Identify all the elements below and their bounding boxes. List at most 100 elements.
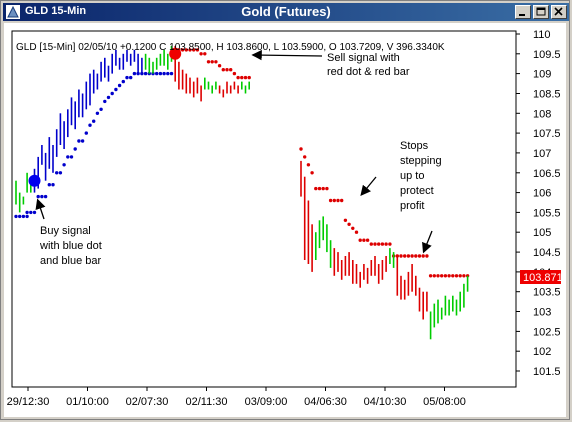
stop-dot — [221, 68, 225, 72]
stop-dot — [399, 254, 403, 258]
stop-dot — [29, 210, 33, 215]
x-tick-label: 01/10:00 — [66, 396, 109, 408]
plot-border — [11, 30, 517, 388]
annotation-arrow — [251, 49, 323, 61]
annotation-text: and blue bar — [40, 255, 101, 267]
stop-dot — [132, 71, 137, 76]
annotation-text: up to — [400, 170, 424, 182]
stop-dot — [428, 274, 433, 278]
stop-dot — [51, 183, 55, 187]
stop-dot — [21, 214, 26, 219]
stop-dot — [129, 75, 133, 80]
stop-dot — [384, 242, 388, 246]
stop-dot — [210, 60, 214, 64]
annotation-text: Stops — [400, 140, 429, 152]
annotation-text: Buy signal — [40, 225, 91, 237]
stop-dot — [40, 194, 44, 199]
stop-dot — [14, 214, 18, 219]
stop-dot — [314, 186, 318, 191]
stop-dot — [195, 48, 200, 52]
stop-dot — [69, 155, 74, 159]
stop-dot — [406, 254, 411, 258]
annotation-text: stepping — [400, 155, 442, 167]
y-tick-label: 102.5 — [533, 326, 561, 338]
stop-dot — [84, 131, 89, 135]
stop-dot — [92, 119, 96, 123]
stop-dot — [158, 71, 163, 76]
stop-dot — [414, 254, 418, 258]
stop-dot — [321, 186, 325, 191]
stop-dot — [106, 95, 111, 100]
x-tick-label: 02/11:30 — [185, 396, 227, 408]
stop-dot — [232, 71, 237, 76]
stop-dot — [451, 274, 455, 278]
stop-dot — [465, 274, 470, 278]
stop-dot — [369, 242, 373, 246]
y-tick-label: 106 — [533, 188, 551, 200]
stop-dot — [462, 274, 466, 278]
stop-dot — [447, 274, 451, 278]
x-tick-label: 02/07:30 — [126, 396, 169, 408]
stop-dot — [373, 242, 377, 246]
y-tick-label: 108 — [533, 108, 551, 120]
stop-dot — [88, 123, 92, 127]
stop-dot — [36, 194, 40, 199]
stop-dot — [143, 71, 148, 76]
y-axis: 110 109.5 109 108.5 108 107.5 107 106.5 106 105.5… — [516, 29, 563, 378]
stop-dot — [162, 71, 166, 76]
stop-dot — [192, 48, 196, 52]
stop-dot — [225, 68, 229, 72]
chart-area: Buy signal with blue dot and blue bar Sell … — [4, 23, 566, 417]
y-tick-label: 103 — [533, 307, 551, 319]
stop-dot — [421, 254, 425, 258]
window-symbol-title: GLD 15-Min — [25, 5, 87, 17]
stop-dot — [58, 171, 63, 175]
stop-dot — [432, 274, 436, 278]
stop-dot — [351, 226, 355, 230]
stop-dot — [317, 186, 322, 191]
stop-dot — [325, 186, 329, 191]
title-bar[interactable]: GLD 15-Min Gold (Futures) — [3, 3, 569, 21]
stop-dot — [169, 71, 174, 76]
app-triangle-icon — [6, 5, 20, 19]
minimize-icon — [519, 14, 525, 16]
stop-dot — [188, 48, 192, 52]
stop-dot — [340, 198, 344, 203]
stop-dot — [243, 75, 248, 80]
stop-dot — [388, 242, 392, 246]
stop-dot — [332, 198, 336, 203]
y-tick-label: 110 — [533, 29, 551, 41]
stop-dot — [117, 83, 122, 88]
stop-dot — [240, 75, 244, 80]
y-tick-label: 104.5 — [533, 247, 561, 259]
stop-dot — [299, 147, 303, 151]
stop-dot — [114, 87, 118, 92]
stop-dot — [184, 48, 188, 52]
y-tick-label: 105.5 — [533, 207, 561, 219]
stop-dot — [25, 210, 29, 215]
stop-dot — [380, 242, 385, 246]
stop-dot — [206, 60, 211, 64]
stop-dot — [110, 91, 114, 96]
close-icon — [554, 7, 563, 16]
stop-dot — [454, 274, 459, 278]
annotation-arrow — [35, 198, 46, 220]
y-tick-label: 102 — [533, 346, 551, 358]
minimize-button[interactable] — [515, 5, 531, 19]
stop-dot — [62, 163, 66, 167]
stop-dot — [229, 68, 233, 72]
annotations-layer: Buy signal with blue dot and blue bar Sell … — [35, 49, 442, 267]
stop-dot — [199, 52, 203, 56]
stop-dot — [343, 218, 348, 222]
maximize-button[interactable] — [533, 5, 549, 19]
y-tick-label: 101.5 — [533, 366, 561, 378]
stop-dot — [203, 52, 207, 56]
stop-dot — [358, 238, 362, 242]
stop-dot — [25, 214, 29, 219]
stop-dot — [247, 75, 251, 80]
close-button[interactable] — [551, 5, 567, 19]
stop-dot — [417, 254, 422, 258]
annotation-text: Sell signal with — [327, 52, 400, 64]
stop-dots-layer — [14, 48, 470, 278]
